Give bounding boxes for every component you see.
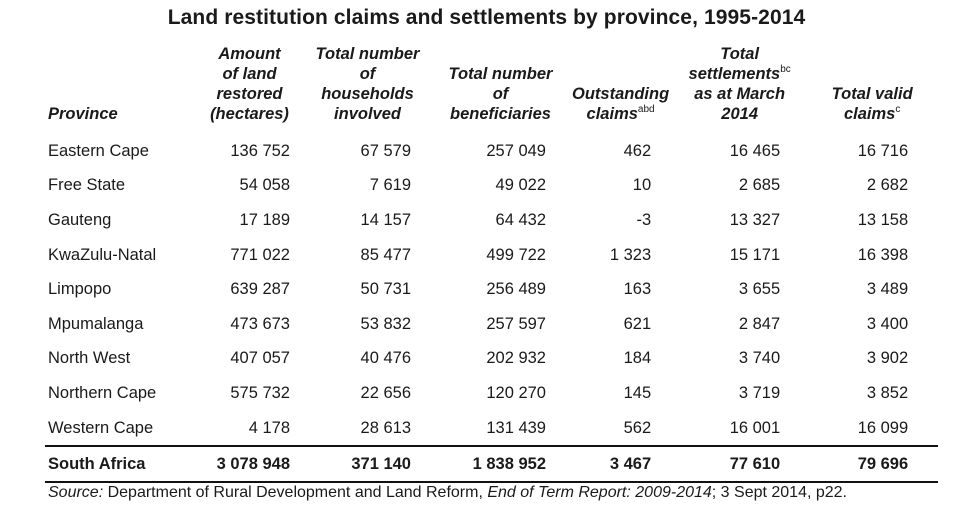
- header-households: Total number of households involved: [315, 45, 420, 123]
- households-cell: 7 619: [369, 176, 411, 195]
- households-cell: 22 656: [360, 383, 411, 402]
- beneficiaries-cell: 49 022: [495, 176, 546, 195]
- households-cell: 28 613: [360, 418, 411, 437]
- total-beneficiaries-cell: 1 838 952: [433, 445, 568, 484]
- source-text: Department of Rural Development and Land…: [103, 484, 488, 501]
- valid-claims-cell: 16 398: [857, 245, 909, 264]
- province-cell: Eastern Cape: [48, 141, 149, 160]
- province-cell: Gauteng: [48, 210, 112, 229]
- table-row: Gauteng 17 189 14 157 64 432 -3 13 327 1…: [45, 203, 938, 238]
- land-cell: 575 732: [230, 383, 290, 402]
- table-row: Mpumalanga 473 673 53 832 257 597 621 2 …: [45, 307, 938, 342]
- beneficiaries-cell: 202 932: [486, 349, 546, 368]
- beneficiaries-cell: 499 722: [486, 245, 546, 264]
- table-row: North West 407 057 40 476 202 932 184 3 …: [45, 342, 938, 377]
- outstanding-cell: 462: [623, 141, 652, 160]
- header-outstanding-claims: Outstanding claimsabd: [572, 85, 670, 123]
- settlements-cell: 16 001: [729, 418, 781, 437]
- outstanding-cell: 163: [623, 280, 652, 299]
- table-row: Free State 54 058 7 619 49 022 10 2 685 …: [45, 169, 938, 204]
- outstanding-cell: 562: [623, 418, 652, 437]
- source-note: Source: Department of Rural Development …: [48, 483, 948, 503]
- total-row: South Africa 3 078 948 371 140 1 838 952…: [45, 445, 939, 484]
- settlements-cell: 13 327: [729, 210, 781, 229]
- outstanding-cell: 10: [632, 176, 652, 195]
- settlements-cell: 3 719: [738, 383, 781, 402]
- valid-claims-cell: 13 158: [857, 210, 909, 229]
- households-cell: 40 476: [360, 349, 411, 368]
- settlements-cell: 2 847: [738, 314, 781, 333]
- beneficiaries-cell: 257 597: [486, 314, 546, 333]
- province-cell: Northern Cape: [48, 383, 157, 402]
- valid-claims-cell: 3 852: [866, 383, 909, 402]
- header-total-valid-claims: Total valid claimsc: [831, 85, 913, 123]
- valid-claims-cell: 3 400: [866, 314, 909, 333]
- land-cell: 17 189: [239, 210, 290, 229]
- settlements-cell: 3 655: [738, 280, 781, 299]
- header-beneficiaries: Total number of beneficiaries: [448, 65, 553, 123]
- province-cell: Limpopo: [48, 280, 112, 299]
- province-cell: Free State: [48, 176, 126, 195]
- households-cell: 14 157: [360, 210, 411, 229]
- land-cell: 771 022: [230, 245, 290, 264]
- table-row: Limpopo 639 287 50 731 256 489 163 3 655…: [45, 272, 938, 307]
- header-land-restored: Amount of land restored (hectares): [210, 45, 289, 123]
- valid-claims-cell: 2 682: [866, 176, 909, 195]
- valid-claims-cell: 3 489: [866, 280, 909, 299]
- households-cell: 67 579: [360, 141, 411, 160]
- source-date: ; 3 Sept 2014, p22.: [711, 484, 847, 501]
- settlements-cell: 2 685: [738, 176, 781, 195]
- province-cell: Western Cape: [48, 418, 154, 437]
- restitution-table: Province Amount of land restored (hectares)…: [45, 44, 939, 484]
- outstanding-cell: 145: [623, 383, 652, 402]
- settlements-cell: 3 740: [738, 349, 781, 368]
- header-total-settlements: Total settlementsbc as at March 2014: [688, 45, 791, 123]
- outstanding-cell: 621: [623, 314, 652, 333]
- settlements-cell: 15 171: [729, 245, 781, 264]
- table-title: Land restitution claims and settlements …: [167, 6, 806, 29]
- total-outstanding-cell: 3 467: [568, 445, 674, 484]
- households-cell: 50 731: [360, 280, 411, 299]
- beneficiaries-cell: 131 439: [486, 418, 546, 437]
- total-valid-claims-cell: 79 696: [806, 445, 939, 484]
- province-cell: KwaZulu-Natal: [48, 245, 157, 264]
- land-cell: 407 057: [230, 349, 290, 368]
- beneficiaries-cell: 120 270: [486, 383, 546, 402]
- beneficiaries-cell: 256 489: [486, 280, 546, 299]
- province-cell: North West: [48, 349, 131, 368]
- land-cell: 136 752: [230, 141, 290, 160]
- land-cell: 54 058: [239, 176, 290, 195]
- source-report-title: End of Term Report: 2009-2014: [487, 484, 712, 501]
- total-households-cell: 371 140: [302, 445, 433, 484]
- settlements-cell: 16 465: [729, 141, 781, 160]
- beneficiaries-cell: 64 432: [495, 210, 546, 229]
- outstanding-cell: 1 323: [609, 245, 652, 264]
- outstanding-cell: -3: [636, 210, 652, 229]
- header-row: Province Amount of land restored (hectares)…: [45, 44, 938, 134]
- table-row: KwaZulu-Natal 771 022 85 477 499 722 1 3…: [45, 238, 938, 273]
- source-label: Source:: [48, 484, 104, 501]
- header-province: Province: [48, 105, 118, 123]
- land-cell: 4 178: [248, 418, 290, 437]
- total-province-cell: South Africa: [45, 445, 197, 484]
- total-land-cell: 3 078 948: [197, 445, 302, 484]
- province-cell: Mpumalanga: [48, 314, 144, 333]
- valid-claims-cell: 16 099: [857, 418, 909, 437]
- table-row: Northern Cape 575 732 22 656 120 270 145…: [45, 376, 938, 411]
- total-settlements-cell: 77 610: [673, 445, 807, 484]
- outstanding-cell: 184: [623, 349, 652, 368]
- land-cell: 639 287: [230, 280, 290, 299]
- valid-claims-cell: 16 716: [857, 141, 909, 160]
- table-row: Eastern Cape 136 752 67 579 257 049 462 …: [45, 134, 938, 169]
- valid-claims-cell: 3 902: [866, 349, 909, 368]
- households-cell: 53 832: [360, 314, 411, 333]
- table-row: Western Cape 4 178 28 613 131 439 562 16…: [45, 411, 938, 447]
- land-cell: 473 673: [230, 314, 290, 333]
- households-cell: 85 477: [360, 245, 411, 264]
- beneficiaries-cell: 257 049: [486, 141, 546, 160]
